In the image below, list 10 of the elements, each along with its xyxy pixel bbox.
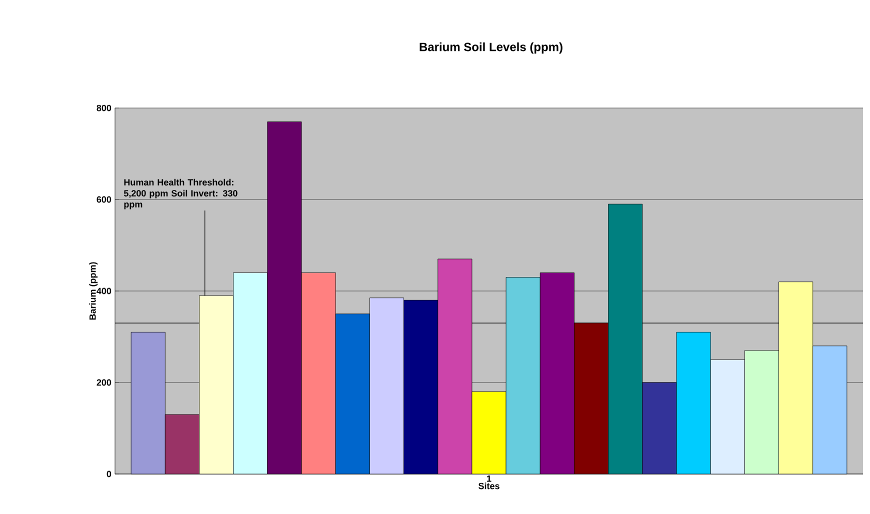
y-tick-label: 200 [96, 379, 112, 386]
y-axis-title: Barium (ppm) [89, 262, 98, 320]
x-tick-label: 1 [487, 476, 492, 482]
x-axis-title: Sites [478, 482, 500, 490]
y-tick-label: 600 [96, 196, 112, 203]
ref-line-label: Human Health Threshold: 5,200 ppm Soil Invert: 330 ppm [124, 178, 238, 210]
y-tick-label: 800 [96, 104, 112, 112]
y-tick-label: 400 [96, 288, 112, 294]
y-tick-label: 0 [106, 470, 112, 478]
chart-title: Barium Soil Levels (ppm) [420, 42, 562, 54]
